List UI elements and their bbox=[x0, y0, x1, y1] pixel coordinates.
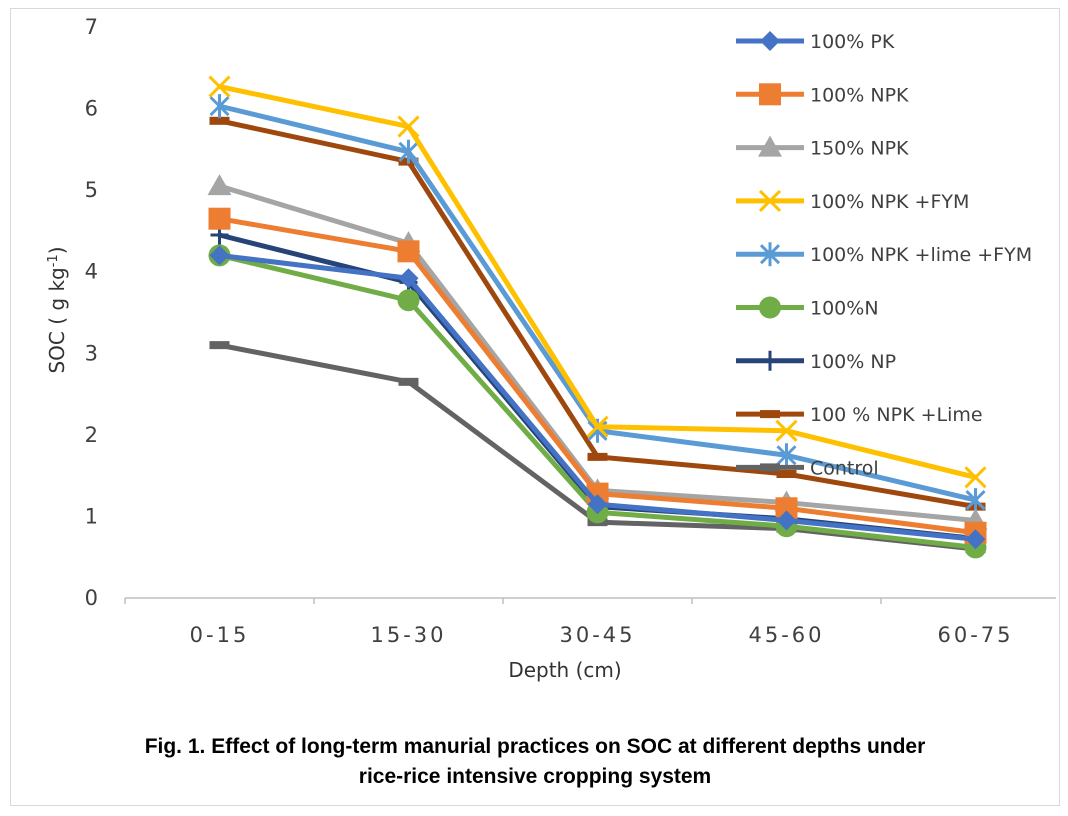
y-axis-title-main: SOC ( g kg bbox=[45, 267, 69, 373]
data-point bbox=[964, 466, 987, 489]
legend: 100% PK 100% NPK 150% NPK 100% NPK +FYM 100%… bbox=[736, 31, 1032, 479]
legend-label: Control bbox=[810, 457, 879, 479]
x-tick-label: 0-15 bbox=[190, 623, 250, 647]
y-tick-label: 2 bbox=[85, 423, 98, 447]
legend-item: 100% NPK bbox=[736, 83, 909, 106]
legend-item: 100% NPK +FYM bbox=[736, 189, 969, 213]
series-lines bbox=[207, 75, 988, 559]
data-point bbox=[397, 240, 420, 263]
data-point bbox=[208, 75, 231, 98]
data-point bbox=[398, 139, 419, 164]
data-point bbox=[587, 494, 608, 515]
caption-line-1: Fig. 1. Effect of long-term manurial pra… bbox=[144, 735, 926, 758]
data-point bbox=[209, 94, 230, 119]
data-point bbox=[758, 189, 782, 212]
soc-line-chart: 0-15 15-30 30-45 45-60 60-75 0 1 2 3 4 5 6 7 100% PK… bbox=[45, 15, 1056, 682]
data-point bbox=[760, 463, 780, 472]
legend-item: 100 % NPK +Lime bbox=[736, 404, 983, 426]
y-tick-label: 4 bbox=[85, 260, 98, 284]
data-point bbox=[775, 419, 798, 442]
data-point bbox=[759, 296, 781, 319]
data-point bbox=[776, 443, 797, 468]
data-point bbox=[758, 135, 782, 157]
data-point bbox=[209, 116, 230, 125]
y-axis-title-sup: -1 bbox=[46, 254, 61, 267]
legend-label: 100%N bbox=[810, 298, 879, 320]
legend-label: 100 % NPK +Lime bbox=[810, 404, 983, 426]
legend-label: 100% NPK bbox=[810, 84, 909, 106]
series-100-npk-lime-fym bbox=[209, 94, 986, 513]
data-point bbox=[776, 510, 797, 531]
data-point bbox=[398, 268, 419, 289]
legend-item: 100% NPK +lime +FYM bbox=[736, 242, 1032, 266]
y-tick-label: 3 bbox=[85, 341, 98, 365]
data-point bbox=[208, 207, 231, 230]
data-point bbox=[398, 377, 419, 386]
legend-item: Control bbox=[736, 457, 879, 479]
legend-item: 100%N bbox=[736, 296, 879, 320]
y-tick-label: 5 bbox=[85, 178, 98, 202]
x-tick-label: 45-60 bbox=[748, 623, 824, 647]
x-axis-title: Depth (cm) bbox=[508, 658, 621, 682]
data-point bbox=[759, 242, 781, 267]
y-tick-label: 6 bbox=[85, 97, 98, 121]
x-tick-label: 15-30 bbox=[370, 623, 446, 647]
figure-caption: Fig. 1. Effect of long-term manurial pra… bbox=[10, 732, 1060, 792]
legend-item: 100% NP bbox=[736, 351, 896, 373]
legend-label: 100% NP bbox=[810, 351, 896, 373]
data-point bbox=[760, 410, 780, 419]
legend-item: 100% PK bbox=[736, 31, 895, 53]
data-point bbox=[586, 415, 609, 438]
y-tick-label: 1 bbox=[85, 504, 98, 528]
legend-label: 100% PK bbox=[810, 31, 895, 53]
data-point bbox=[397, 115, 420, 138]
x-tick-label: 60-75 bbox=[937, 623, 1013, 647]
data-point bbox=[965, 529, 986, 550]
data-point bbox=[207, 174, 232, 196]
series-100-npk-fym bbox=[208, 75, 987, 489]
y-tick-label: 0 bbox=[85, 586, 98, 610]
y-axis-title: SOC ( g kg-1) bbox=[45, 246, 69, 373]
data-point bbox=[209, 245, 230, 266]
axes: 0-15 15-30 30-45 45-60 60-75 0 1 2 3 4 5 6 7 bbox=[85, 15, 1056, 647]
y-axis-title-end: ) bbox=[45, 246, 69, 254]
data-point bbox=[759, 83, 781, 106]
data-point bbox=[761, 350, 779, 371]
legend-label: 100% NPK +lime +FYM bbox=[810, 244, 1032, 266]
data-point bbox=[209, 341, 230, 350]
y-tick-label: 7 bbox=[85, 15, 98, 39]
data-point bbox=[775, 497, 798, 520]
legend-item: 150% NPK bbox=[736, 135, 909, 160]
legend-label: 150% NPK bbox=[810, 138, 909, 160]
caption-line-2: rice-rice intensive cropping system bbox=[358, 765, 712, 788]
series-100-pk bbox=[209, 245, 986, 550]
data-point bbox=[587, 452, 608, 461]
data-point bbox=[760, 31, 780, 51]
legend-label: 100% NPK +FYM bbox=[810, 191, 969, 213]
data-point bbox=[776, 470, 797, 479]
x-tick-label: 30-45 bbox=[559, 623, 635, 647]
data-point bbox=[397, 289, 420, 312]
data-point bbox=[965, 488, 986, 513]
